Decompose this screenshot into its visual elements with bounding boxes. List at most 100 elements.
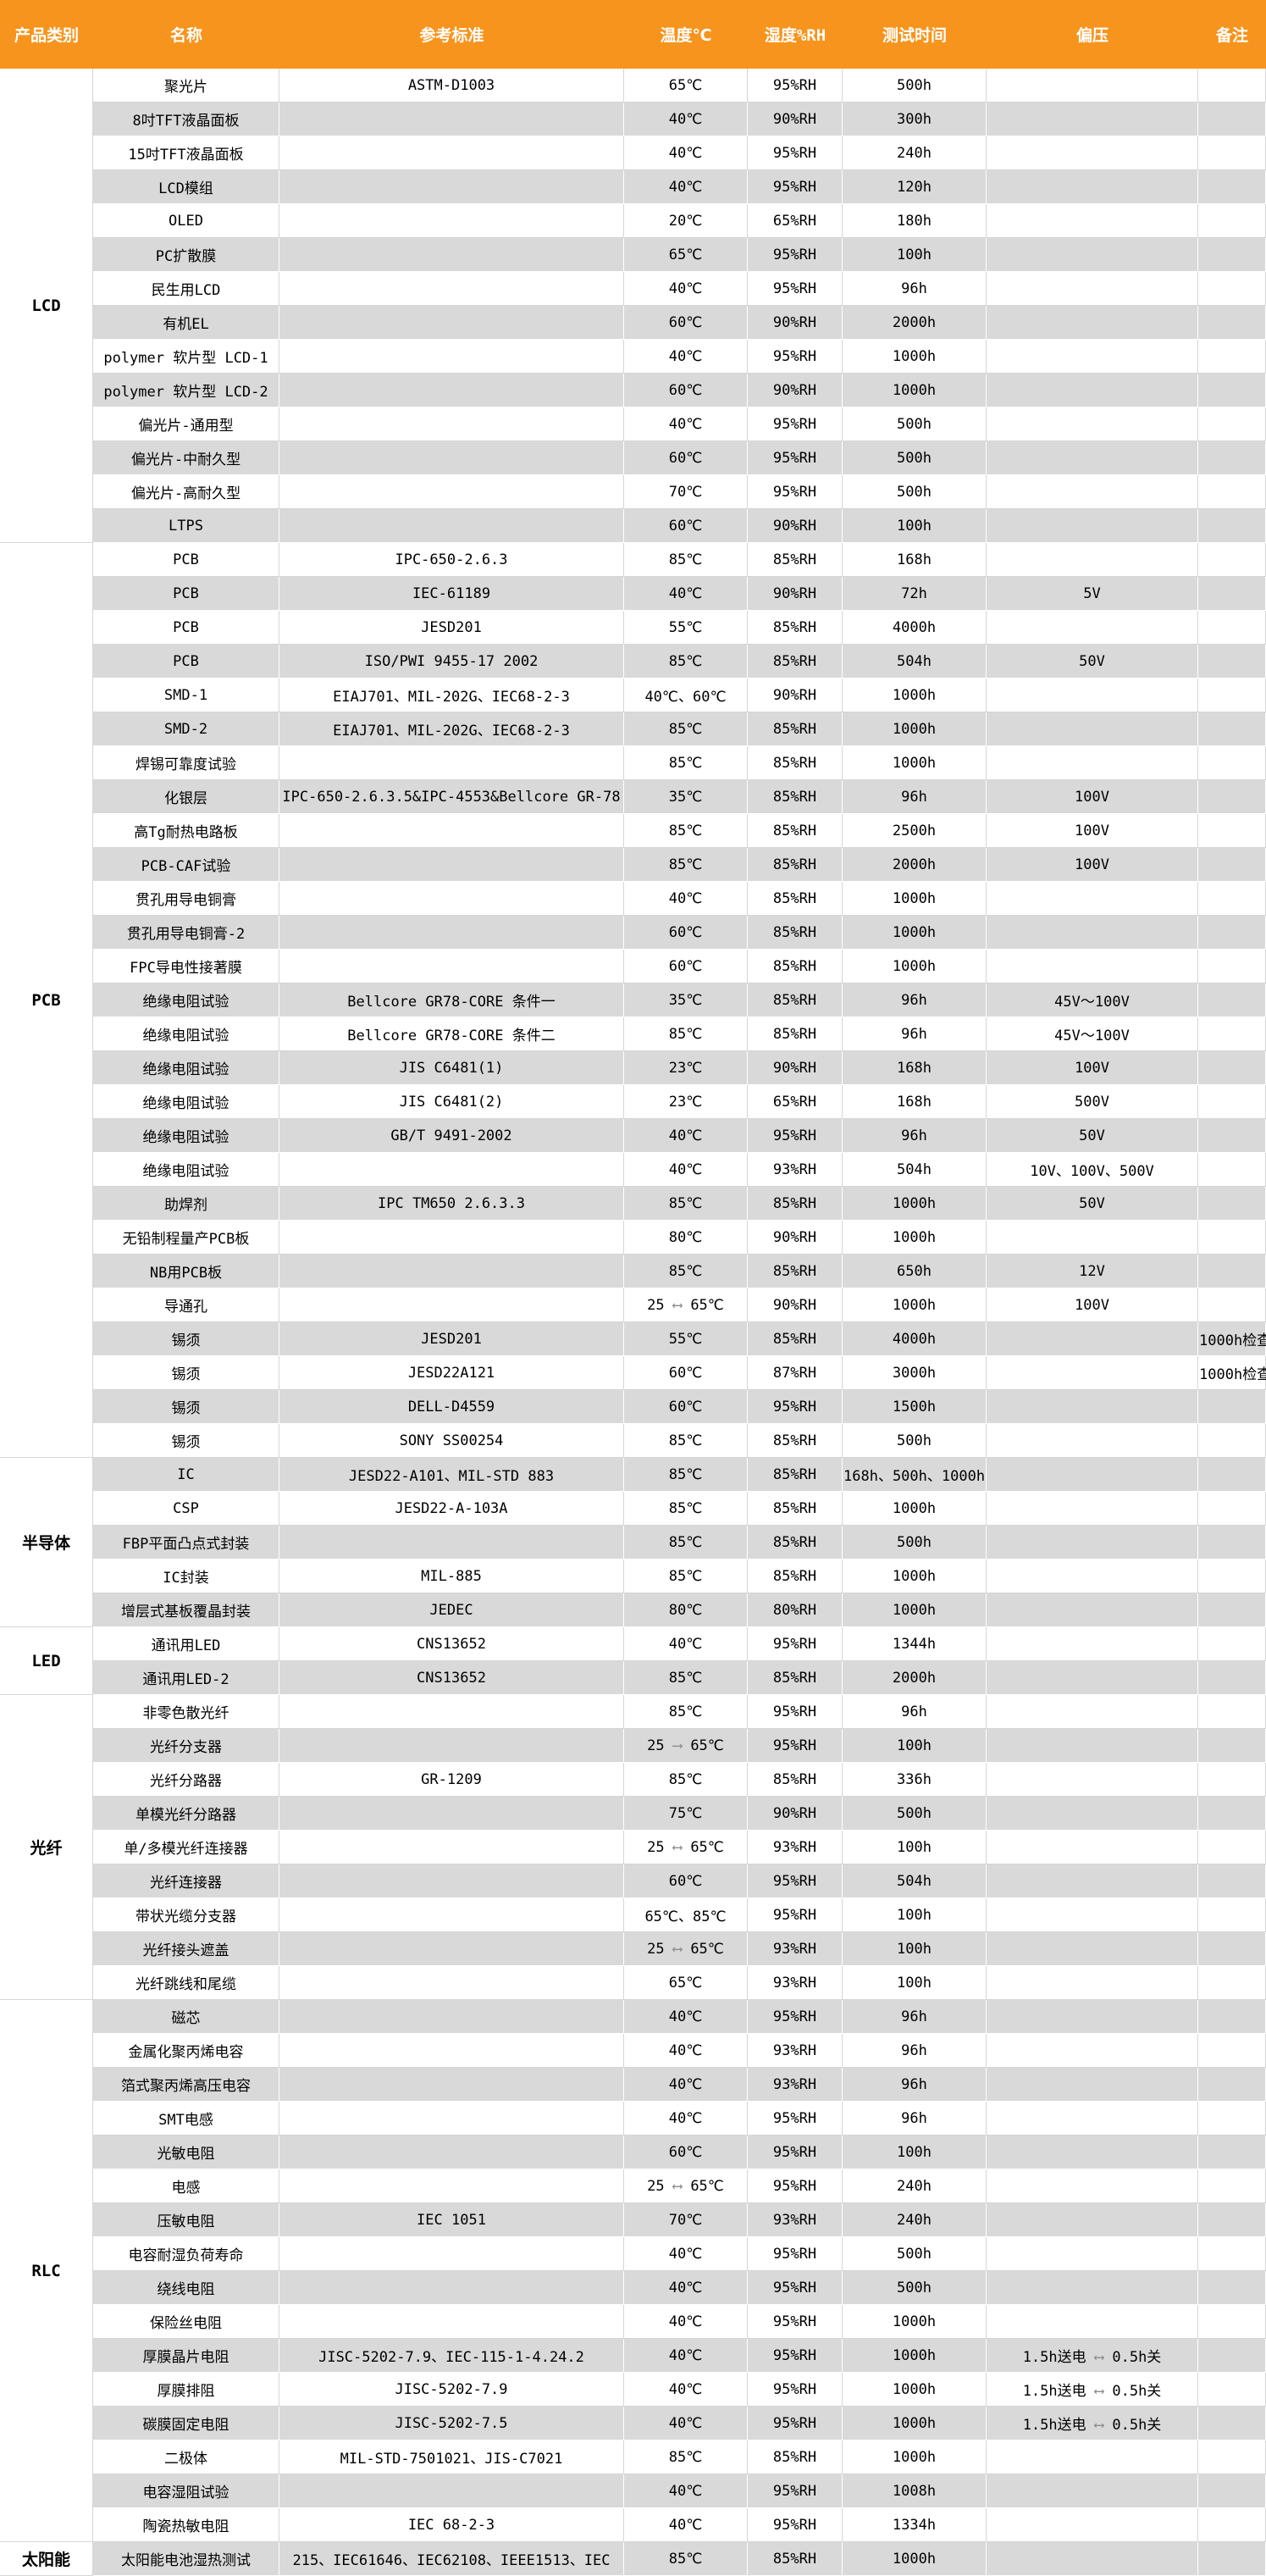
cell-remark xyxy=(1198,1695,1266,1729)
cell-bias: 45V～100V xyxy=(987,1017,1198,1051)
cell-humidity: 95%RH xyxy=(748,136,843,170)
table-row: SMT电感 40℃ 95%RH 96h xyxy=(0,2102,1266,2136)
table-row: PCB-CAF试验 85℃ 85%RH 2000h 100V xyxy=(0,848,1266,882)
cell-humidity: 93%RH xyxy=(748,1831,843,1864)
table-row: 厚膜晶片电阻 JISC-5202-7.9、IEC-115-1-4.24.2 40℃ 9… xyxy=(0,2339,1266,2373)
cell-humidity: 90%RH xyxy=(748,1797,843,1831)
table-row: 太阳能 太阳能电池湿热测试 215、IEC61646、IEC62108、IEEE15… xyxy=(0,2542,1266,2576)
cell-bias xyxy=(987,407,1198,441)
table-row: 厚膜排阻 JISC-5202-7.9 40℃ 95%RH 1000h 1.5h送电 ⟷ 0… xyxy=(0,2373,1266,2407)
cell-standard xyxy=(279,1864,624,1898)
cell-time: 168h、500h、1000h xyxy=(843,1458,987,1492)
cell-standard xyxy=(279,1255,624,1288)
cell-temperature: 40℃ xyxy=(624,2508,748,2542)
cell-bias xyxy=(987,543,1198,577)
cell-bias xyxy=(987,102,1198,136)
cell-standard xyxy=(279,2102,624,2136)
table-row: 光敏电阻 60℃ 95%RH 100h xyxy=(0,2136,1266,2169)
cell-temperature: 55℃ xyxy=(624,611,748,645)
cell-temperature: 60℃ xyxy=(624,441,748,475)
cell-standard: CNS13652 xyxy=(279,1661,624,1695)
cell-bias xyxy=(987,1424,1198,1458)
cell-remark xyxy=(1198,780,1266,814)
cell-remark xyxy=(1198,2542,1266,2576)
cell-time: 500h xyxy=(843,441,987,475)
cell-remark xyxy=(1198,577,1266,611)
table-row: 绝缘电阻试验 JIS C6481(1) 23℃ 90%RH 168h 100V xyxy=(0,1051,1266,1085)
table-row: PCB IEC-61189 40℃ 90%RH 72h 5V xyxy=(0,577,1266,611)
cell-temperature: 80℃ xyxy=(624,1221,748,1255)
cell-name: 增层式基板覆晶封装 xyxy=(93,1593,279,1627)
cell-bias: 10V、100V、500V xyxy=(987,1153,1198,1187)
cell-temperature: 40℃ xyxy=(624,2271,748,2305)
cell-temperature: 40℃ xyxy=(624,2102,748,2136)
cell-time: 3000h xyxy=(843,1356,987,1390)
cell-time: 500h xyxy=(843,1797,987,1831)
cell-bias: 5V xyxy=(987,577,1198,611)
cell-remark xyxy=(1198,2034,1266,2068)
cell-humidity: 95%RH xyxy=(748,2102,843,2136)
cell-bias xyxy=(987,950,1198,983)
cell-humidity: 95%RH xyxy=(748,2508,843,2542)
table-row: 光纤分路器 GR-1209 85℃ 85%RH 336h xyxy=(0,1763,1266,1797)
cell-remark xyxy=(1198,2474,1266,2508)
cell-name: 贯孔用导电铜膏-2 xyxy=(93,916,279,950)
table-row: RLC 磁芯 40℃ 95%RH 96h xyxy=(0,2000,1266,2542)
cell-temperature: 85℃ xyxy=(624,848,748,882)
cell-name: 锡须 xyxy=(93,1390,279,1424)
cell-standard xyxy=(279,1729,624,1763)
cell-time: 504h xyxy=(843,1153,987,1187)
cell-remark xyxy=(1198,848,1266,882)
cell-time: 100h xyxy=(843,1831,987,1864)
cell-remark xyxy=(1198,645,1266,679)
cell-bias xyxy=(987,2169,1198,2203)
cell-standard: IPC-650-2.6.3 xyxy=(279,543,624,577)
table-body: LCD 聚光片 ASTM-D1003 65℃ 95%RH 500h 8吋TFT液晶面板 40℃… xyxy=(0,69,1266,2576)
cell-remark xyxy=(1198,2440,1266,2474)
cell-temperature: 23℃ xyxy=(624,1085,748,1119)
cell-temperature: 85℃ xyxy=(624,1695,748,1729)
cell-time: 1000h xyxy=(843,2373,987,2407)
cell-bias xyxy=(987,1966,1198,2000)
cell-name: 箔式聚丙烯高压电容 xyxy=(93,2068,279,2102)
cell-bias xyxy=(987,1763,1198,1797)
cell-remark xyxy=(1198,170,1266,204)
cell-standard: EIAJ701、MIL-202G、IEC68-2-3 xyxy=(279,679,624,712)
cell-time: 500h xyxy=(843,407,987,441)
header-cell: 名称 xyxy=(93,0,279,69)
cell-bias: 1.5h送电 ⟷ 0.5h关 xyxy=(987,2373,1198,2407)
cell-temperature: 60℃ xyxy=(624,509,748,543)
cell-humidity: 85%RH xyxy=(748,712,843,746)
category-cell: PCB xyxy=(0,543,93,1458)
cell-humidity: 85%RH xyxy=(748,1526,843,1559)
cell-remark xyxy=(1198,2102,1266,2136)
header-row: 产品类别 名称 参考标准 温度℃ 湿度%RH 测试时间 偏压 备注 xyxy=(0,0,1266,69)
cell-humidity: 85%RH xyxy=(748,2542,843,2576)
cell-time: 168h xyxy=(843,1051,987,1085)
cell-bias: 1.5h送电 ⟷ 0.5h关 xyxy=(987,2339,1198,2373)
cell-remark xyxy=(1198,983,1266,1017)
table-row: PCB JESD201 55℃ 85%RH 4000h xyxy=(0,611,1266,645)
cell-temperature: 55℃ xyxy=(624,1322,748,1356)
cell-name: 焊锡可靠度试验 xyxy=(93,746,279,780)
cell-temperature: 25 ⟷ 65℃ xyxy=(624,1288,748,1322)
cell-remark xyxy=(1198,1119,1266,1153)
category-cell: 光纤 xyxy=(0,1695,93,2000)
cell-humidity: 95%RH xyxy=(748,2136,843,2169)
cell-temperature: 40℃ xyxy=(624,2373,748,2407)
table-row: PCB PCB IPC-650-2.6.3 85℃ 85%RH 168h xyxy=(0,543,1266,1458)
table-row: 光纤 非零色散光纤 85℃ 95%RH 96h xyxy=(0,1695,1266,2000)
cell-humidity: 95%RH xyxy=(748,2271,843,2305)
cell-remark xyxy=(1198,2237,1266,2271)
cell-name: 磁芯 xyxy=(93,2000,279,2034)
cell-standard: Bellcore GR78-CORE 条件二 xyxy=(279,1017,624,1051)
cell-temperature: 25 ⟷ 65℃ xyxy=(624,1831,748,1864)
cell-time: 1000h xyxy=(843,1593,987,1627)
cell-temperature: 60℃ xyxy=(624,1864,748,1898)
table-row: 光纤连接器 60℃ 95%RH 504h xyxy=(0,1864,1266,1898)
double-arrow-icon: ⟷ xyxy=(672,2177,683,2195)
cell-time: 96h xyxy=(843,2102,987,2136)
cell-standard xyxy=(279,136,624,170)
cell-bias: 50V xyxy=(987,1187,1198,1221)
